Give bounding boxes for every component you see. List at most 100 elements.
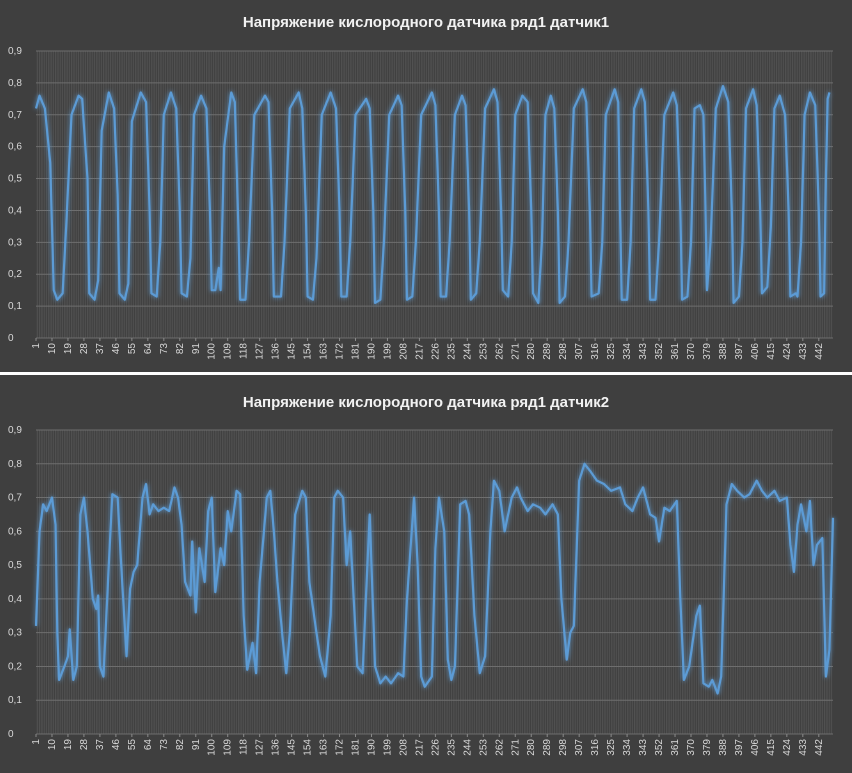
x-tick-label: 145 [287,739,298,756]
y-tick-label: 0,7 [8,110,22,121]
x-tick-label: 271 [510,343,521,360]
x-tick-label: 136 [271,343,282,360]
x-tick-label: 91 [191,343,202,355]
x-tick-label: 100 [207,343,218,360]
x-tick-label: 10 [47,343,58,355]
x-tick-label: 1 [31,739,42,745]
x-tick-label: 64 [143,739,154,751]
x-tick-label: 73 [159,739,170,751]
x-tick-label: 307 [574,343,585,360]
x-tick-label: 406 [750,739,761,756]
data-line [34,84,831,305]
x-tick-label: 10 [47,739,58,751]
x-tick-label: 46 [111,343,122,355]
x-tick-label: 361 [670,343,681,360]
x-tick-label: 280 [526,343,537,360]
x-tick-label: 163 [319,739,330,756]
x-tick-label: 433 [798,739,809,756]
x-tick-label: 334 [622,739,633,756]
x-tick-label: 226 [430,739,441,756]
x-tick-label: 325 [606,343,617,360]
x-tick-label: 163 [319,343,330,360]
x-tick-label: 415 [766,739,777,756]
x-tick-label: 217 [414,739,425,756]
x-tick-label: 343 [638,739,649,756]
x-tick-label: 370 [686,343,697,360]
x-tick-label: 262 [494,739,505,756]
x-tick-label: 19 [63,739,74,751]
x-tick-label: 253 [478,343,489,360]
x-tick-label: 442 [814,739,825,756]
x-tick-label: 100 [207,739,218,756]
y-tick-label: 0,4 [8,594,22,605]
x-tick-label: 199 [382,343,393,360]
x-tick-label: 154 [303,739,314,756]
x-tick-label: 379 [702,739,713,756]
x-tick-label: 19 [63,343,74,355]
x-tick-label: 91 [191,739,202,751]
x-tick-label: 352 [654,343,665,360]
y-tick-label: 0,2 [8,269,22,280]
y-tick-label: 0,8 [8,459,22,470]
y-tick-label: 0,6 [8,526,22,537]
x-tick-label: 55 [127,739,138,751]
x-tick-label: 82 [175,739,186,751]
y-tick-label: 0,5 [8,174,22,185]
x-tick-label: 208 [398,739,409,756]
x-tick-label: 136 [271,739,282,756]
x-tick-label: 424 [782,739,793,756]
x-tick-label: 46 [111,739,122,751]
x-tick-label: 37 [95,343,106,355]
y-tick-label: 0,4 [8,205,22,216]
chart-title: Напряжение кислородного датчика ряд1 дат… [243,394,609,411]
x-tick-label: 172 [335,739,346,756]
x-tick-label: 262 [494,343,505,360]
x-tick-label: 172 [335,343,346,360]
x-tick-label: 379 [702,343,713,360]
x-tick-label: 289 [542,739,553,756]
x-tick-label: 109 [223,343,234,360]
x-tick-label: 244 [462,343,473,360]
y-tick-label: 0,5 [8,560,22,571]
y-tick-label: 0,7 [8,493,22,504]
y-tick-label: 0,3 [8,628,22,639]
x-tick-label: 361 [670,739,681,756]
x-tick-label: 118 [239,739,250,755]
x-tick-label: 64 [143,343,154,355]
y-tick-label: 0,1 [8,301,22,312]
x-tick-label: 199 [382,739,393,756]
x-tick-label: 235 [446,343,457,360]
y-tick-label: 0 [8,729,14,740]
x-tick-label: 406 [750,343,761,360]
x-tick-label: 145 [287,343,298,360]
x-tick-label: 316 [590,343,601,360]
x-tick-label: 352 [654,739,665,756]
x-tick-label: 226 [430,343,441,360]
x-tick-label: 397 [734,343,745,360]
x-tick-label: 127 [255,343,266,360]
chart: Напряжение кислородного датчика ряд1 дат… [0,375,852,773]
x-tick-label: 28 [79,739,90,751]
chart: Напряжение кислородного датчика ряд1 дат… [0,0,852,372]
x-tick-label: 316 [590,739,601,756]
x-tick-label: 28 [79,343,90,355]
y-tick-label: 0,8 [8,78,22,89]
x-tick-label: 109 [223,739,234,756]
x-tick-label: 181 [351,739,362,756]
x-tick-label: 1 [31,343,42,349]
x-tick-label: 271 [510,739,521,756]
x-tick-label: 280 [526,739,537,756]
x-tick-label: 298 [558,343,569,360]
x-tick-label: 433 [798,343,809,360]
x-tick-label: 442 [814,343,825,360]
x-tick-label: 190 [366,739,377,756]
x-tick-label: 181 [351,343,362,360]
x-tick-label: 82 [175,343,186,355]
y-tick-label: 0,1 [8,695,22,706]
x-tick-label: 289 [542,343,553,360]
x-tick-label: 325 [606,739,617,756]
x-tick-label: 370 [686,739,697,756]
x-tick-label: 334 [622,343,633,360]
x-tick-label: 37 [95,739,106,751]
